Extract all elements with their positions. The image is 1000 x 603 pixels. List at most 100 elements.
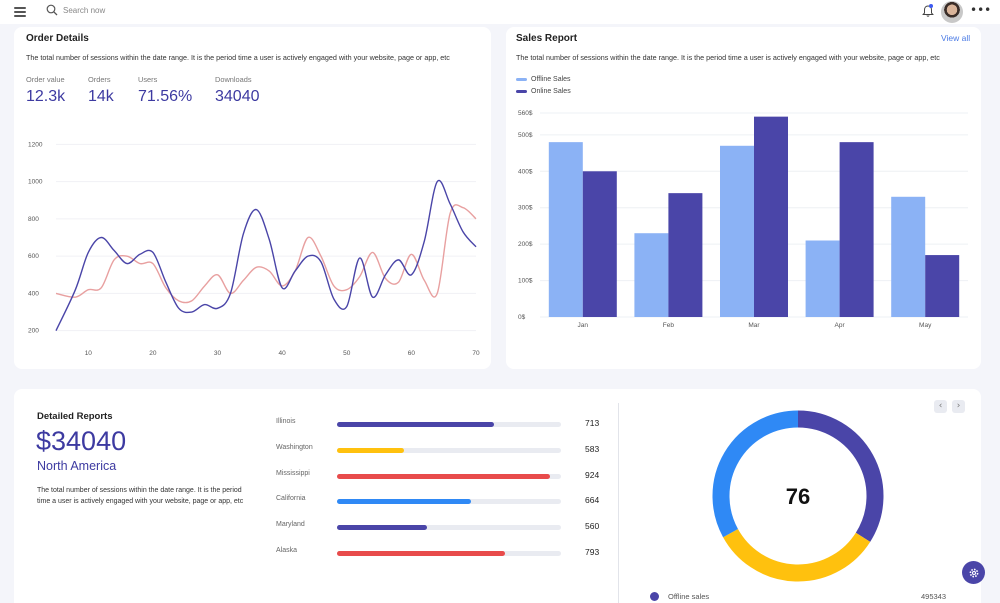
state-name: Alaska xyxy=(276,547,298,554)
search-box[interactable] xyxy=(46,4,183,16)
donut-center-value: 76 xyxy=(786,484,810,509)
progress-fill xyxy=(337,551,505,556)
y-tick-label: 560$ xyxy=(518,110,533,117)
bar-mar-1 xyxy=(754,116,788,318)
donut-slice-0 xyxy=(797,410,884,542)
x-tick-label: Jan xyxy=(578,322,589,329)
x-tick-label: 50 xyxy=(343,350,351,357)
y-tick-label: 500$ xyxy=(518,132,533,139)
detailed-reports-title: Detailed Reports xyxy=(37,411,113,422)
detailed-reports-region: North America xyxy=(37,459,117,473)
top-bar: ••• xyxy=(0,0,1000,24)
detailed-reports-description: The total number of sessions within the … xyxy=(37,487,244,505)
state-row-maryland: Maryland 560 xyxy=(276,521,621,533)
y-tick-label: 800 xyxy=(28,216,39,223)
state-row-illinois: Illinois 713 xyxy=(276,418,621,430)
state-value: 713 xyxy=(585,418,600,428)
state-value: 664 xyxy=(585,495,600,506)
next-button[interactable]: › xyxy=(952,400,965,413)
detailed-reports-card: Detailed Reports $34040 North America Th… xyxy=(14,389,981,603)
bar-apr-1 xyxy=(839,142,874,317)
x-tick-label: 10 xyxy=(85,350,93,357)
bar-jan-0 xyxy=(548,142,583,317)
state-name: California xyxy=(276,495,306,503)
legend-offline-sales: Offline Sales xyxy=(516,76,571,83)
x-tick-label: 60 xyxy=(408,350,416,357)
state-value: 560 xyxy=(585,521,600,532)
donut-slice-2 xyxy=(712,410,799,538)
bar-feb-1 xyxy=(668,193,703,317)
offline-sales-value: 495343 xyxy=(921,592,947,601)
donut-slice-1 xyxy=(723,528,871,582)
state-row-mississippi: Mississippi 924 xyxy=(276,470,621,482)
state-row-alaska: Alaska 793 xyxy=(276,547,621,559)
search-icon[interactable] xyxy=(46,4,58,16)
progress-track xyxy=(337,447,561,453)
sales-report-card: Sales Report View all The total number o… xyxy=(506,27,981,369)
legend-swatch xyxy=(516,90,527,93)
state-row-california: California 664 xyxy=(276,495,621,507)
state-value: 793 xyxy=(585,547,600,557)
y-tick-label: 200$ xyxy=(518,241,533,248)
stat-value-users: 71.56% xyxy=(138,88,193,105)
bar-apr-0 xyxy=(805,240,840,317)
x-tick-label: Mar xyxy=(748,322,760,329)
line-series-1 xyxy=(55,204,477,304)
settings-button[interactable] xyxy=(962,561,985,584)
prev-button[interactable]: ‹ xyxy=(934,400,947,413)
state-row-washington: Washington 583 xyxy=(276,444,621,456)
order-details-title: Order Details xyxy=(26,33,89,44)
menu-icon[interactable] xyxy=(14,7,26,17)
progress-fill xyxy=(337,422,494,427)
y-tick-label: 300$ xyxy=(518,205,533,212)
state-value: 583 xyxy=(585,443,600,454)
legend-swatch xyxy=(516,78,527,81)
x-tick-label: 30 xyxy=(214,350,222,357)
progress-fill xyxy=(337,499,472,505)
x-tick-label: Apr xyxy=(835,322,846,329)
x-tick-label: 40 xyxy=(279,350,287,357)
progress-fill xyxy=(337,473,550,479)
bar-jan-1 xyxy=(582,171,617,317)
state-name: Maryland xyxy=(276,521,305,529)
progress-track xyxy=(337,525,561,531)
avatar[interactable] xyxy=(941,1,963,23)
line-series-0 xyxy=(55,179,477,331)
y-tick-label: 1200 xyxy=(28,141,43,148)
bar-may-0 xyxy=(891,196,926,317)
y-tick-label: 100$ xyxy=(518,278,533,285)
detailed-reports-amount: $34040 xyxy=(36,426,127,456)
state-name: Illinois xyxy=(276,418,296,425)
bar-mar-0 xyxy=(720,145,754,317)
order-details-card: Order Details The total number of sessio… xyxy=(14,27,491,369)
divider xyxy=(618,403,619,603)
sales-report-title: Sales Report xyxy=(516,33,578,44)
progress-track xyxy=(337,422,561,427)
x-tick-label: Feb xyxy=(663,322,675,329)
offline-sales-dot xyxy=(650,592,659,601)
line-chart: 200 400 600 800 1000 1200 10 20 30 40 50 60 70 xyxy=(28,141,480,357)
gear-icon xyxy=(969,568,978,577)
state-name: Mississippi xyxy=(276,469,310,477)
progress-fill xyxy=(337,525,427,531)
x-tick-label: 20 xyxy=(149,350,157,357)
stat-value-downloads: 34040 xyxy=(215,88,260,105)
notification-dot xyxy=(929,4,933,8)
progress-fill xyxy=(337,447,405,453)
x-tick-label: 70 xyxy=(472,350,480,357)
y-tick-label: 600 xyxy=(28,253,39,260)
more-icon[interactable]: ••• xyxy=(970,3,992,17)
donut-chart: 76 xyxy=(712,410,884,582)
stat-label-orders: Orders xyxy=(88,75,111,84)
y-tick-label: 400$ xyxy=(518,168,533,175)
search-input[interactable] xyxy=(63,5,183,15)
offline-sales-label: Offline sales xyxy=(668,592,710,601)
progress-track xyxy=(337,473,561,479)
stat-value-order-value: 12.3k xyxy=(26,88,66,105)
bar-may-1 xyxy=(925,255,960,317)
bar-feb-0 xyxy=(634,233,669,317)
legend-online-sales: Online Sales xyxy=(516,88,571,95)
bar-chart: 0$ 100$ 200$ 300$ 400$ 500$ 560$ Jan Feb Mar Apr Ma… xyxy=(518,110,968,329)
state-name: Washington xyxy=(276,443,313,451)
view-all-link[interactable]: View all xyxy=(941,33,971,43)
